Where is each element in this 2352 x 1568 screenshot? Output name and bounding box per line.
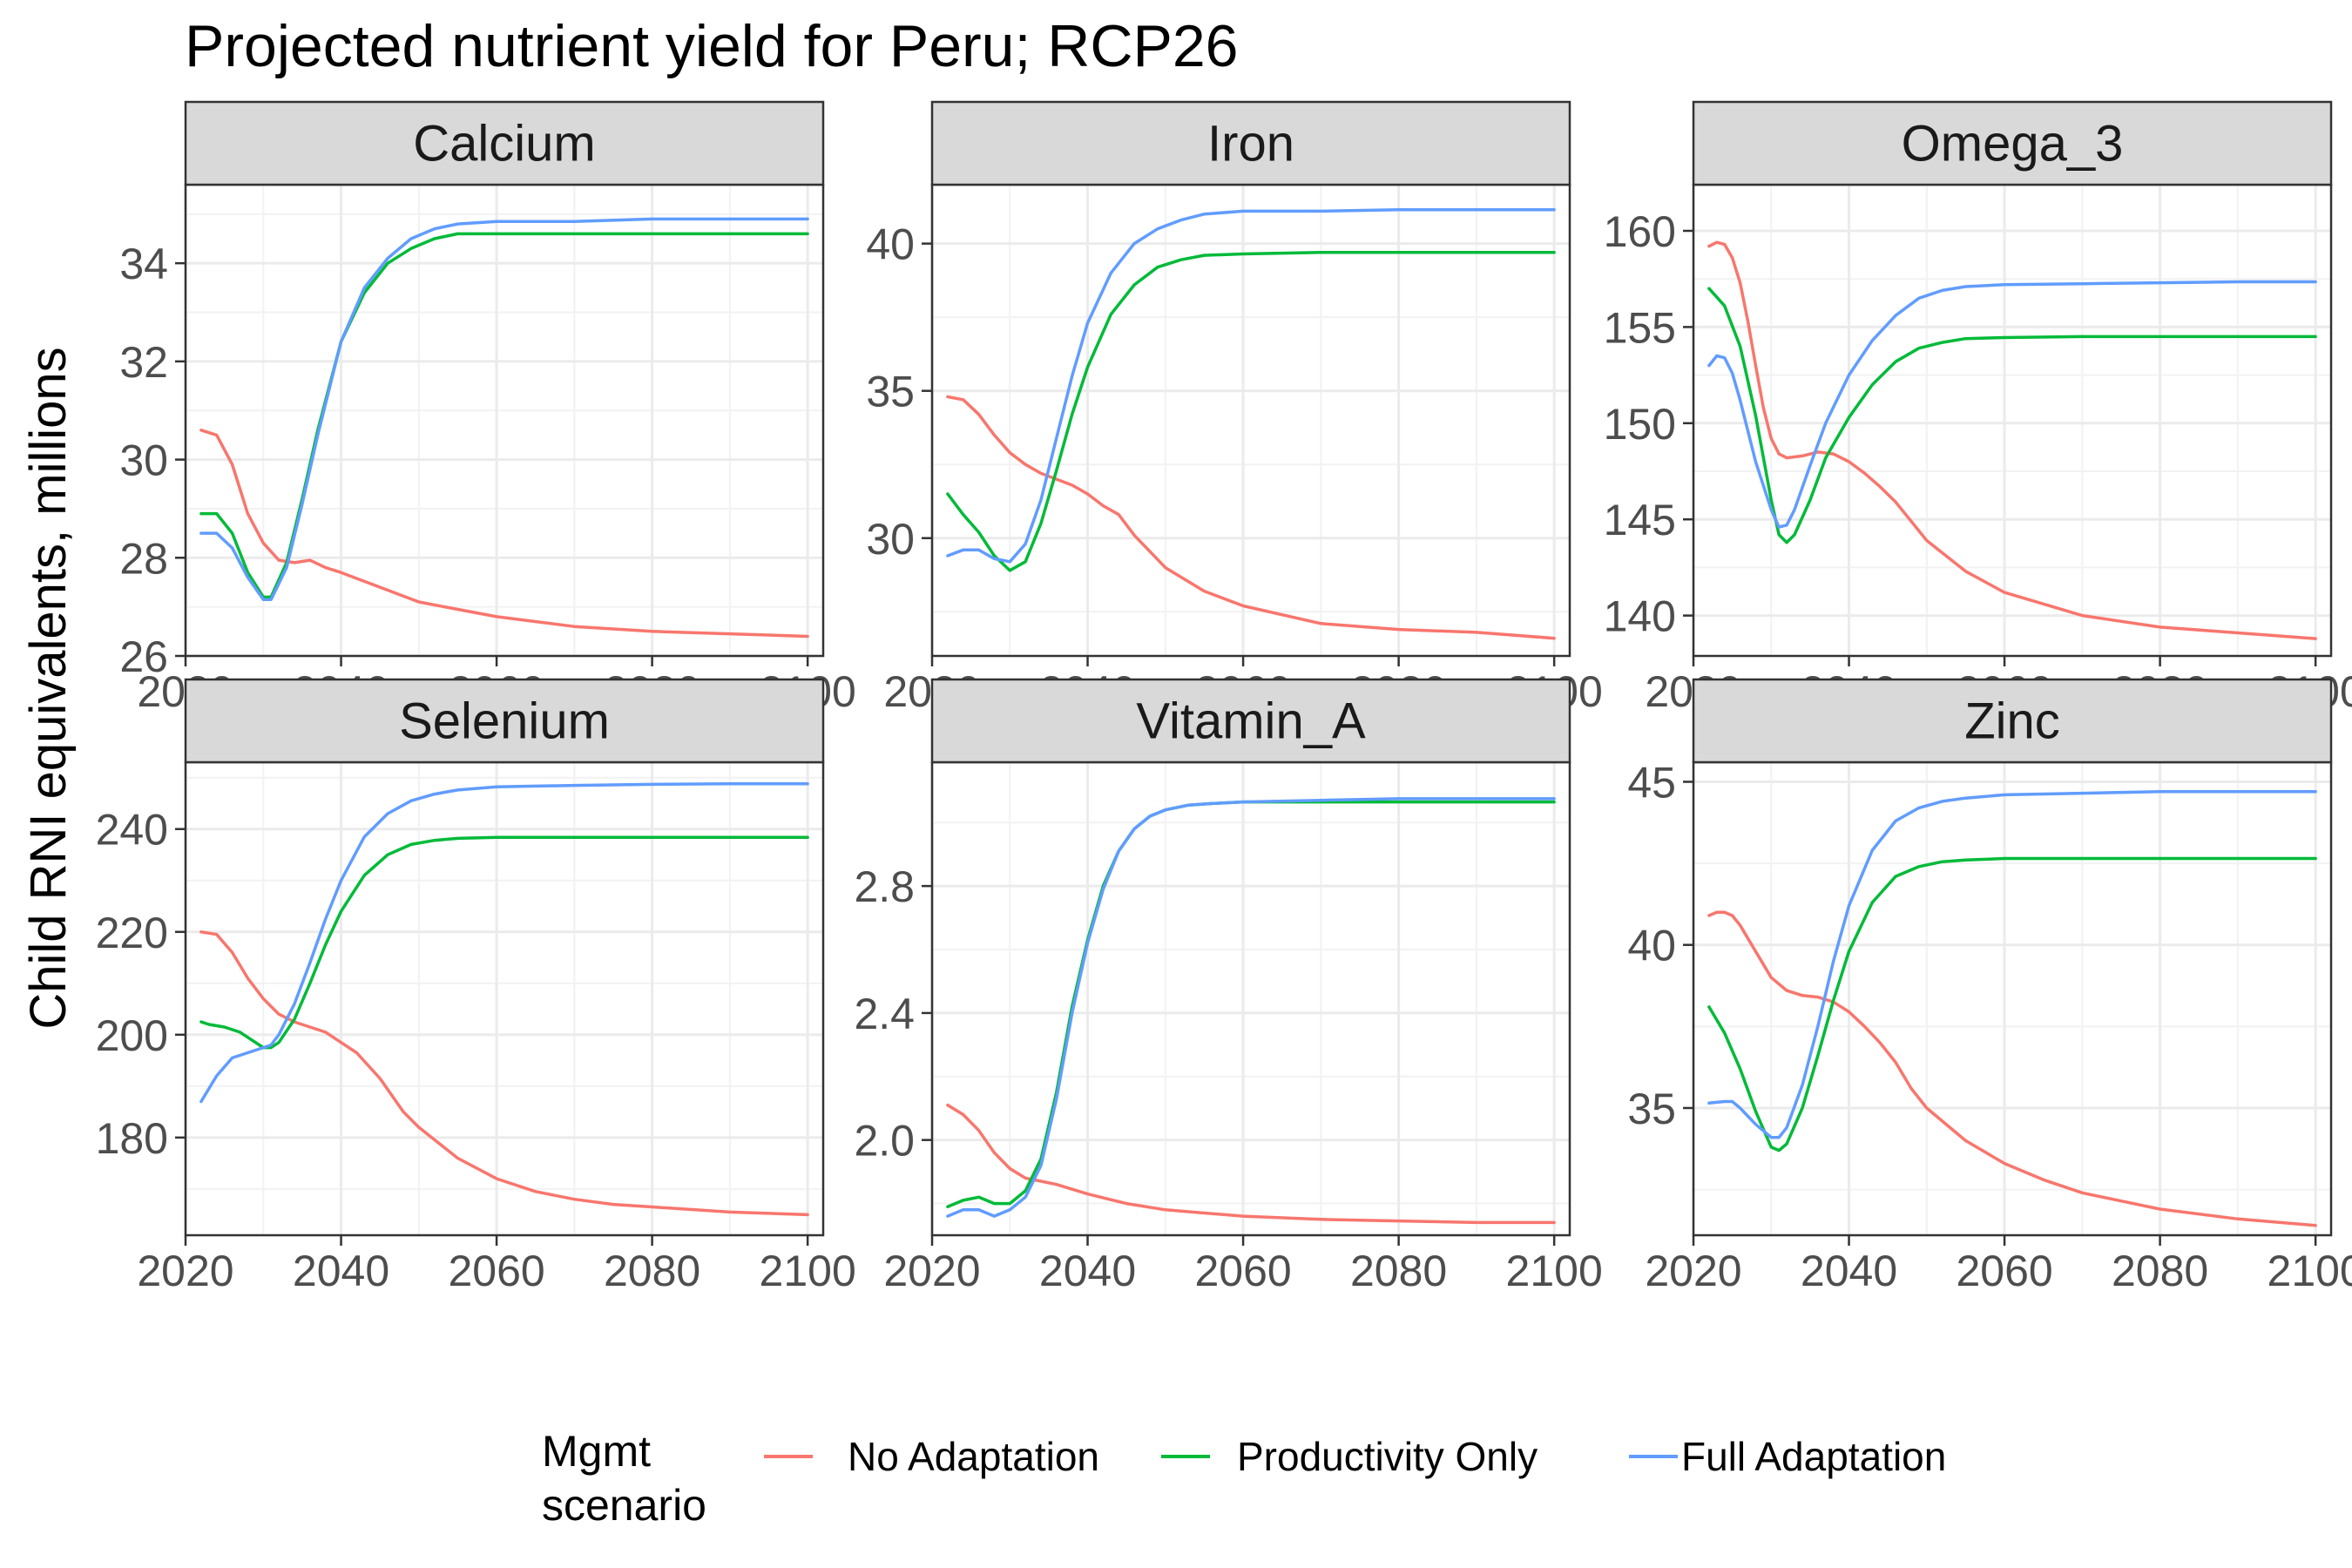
y-tick-label: 200	[96, 1011, 168, 1060]
x-tick-label: 2020	[883, 1247, 980, 1295]
series-line-full-adaptation	[199, 217, 809, 601]
y-tick-label: 40	[1627, 922, 1676, 970]
x-tick-label: 2080	[1350, 1247, 1447, 1295]
x-tick-label: 2060	[448, 1247, 544, 1295]
facet-strip	[930, 678, 1571, 764]
x-tick-label: 2100	[760, 1247, 856, 1295]
y-tick-label: 160	[1604, 207, 1676, 256]
series-line-no-adaptation	[1707, 240, 2317, 640]
x-tick-label: 2020	[1645, 1247, 1741, 1295]
facet-strip	[1692, 678, 2333, 764]
facet-strip-label: Selenium	[399, 693, 610, 750]
series-line-full-adaptation	[1707, 789, 2317, 1139]
y-tick-label: 45	[1627, 758, 1676, 807]
y-tick-label: 32	[119, 338, 168, 387]
x-tick-label: 2060	[1194, 1247, 1291, 1295]
series-line-no-adaptation	[199, 930, 809, 1217]
y-tick-label: 34	[119, 240, 168, 288]
series-line-no-adaptation	[946, 395, 1556, 640]
y-tick-label: 180	[96, 1114, 168, 1163]
y-tick-label: 26	[119, 632, 168, 681]
y-tick-label: 2.8	[854, 862, 915, 911]
plot-area	[932, 185, 1570, 656]
facet-strip	[184, 100, 825, 186]
series-line-full-adaptation	[199, 782, 809, 1104]
plot-area	[186, 762, 823, 1235]
series-line-full-adaptation	[946, 207, 1556, 564]
y-tick-label: 2.0	[854, 1117, 915, 1166]
y-tick-label: 220	[96, 909, 168, 957]
y-tick-label: 2.4	[854, 990, 915, 1038]
series-line-no-adaptation	[199, 429, 809, 639]
series-line-full-adaptation	[946, 797, 1556, 1218]
series-line-full-adaptation	[1707, 280, 2317, 529]
y-tick-label: 28	[119, 534, 168, 583]
legend-title-line-2: scenario	[542, 1481, 706, 1530]
series-line-productivity-only	[199, 835, 809, 1050]
x-tick-label: 2100	[1506, 1247, 1603, 1295]
y-tick-label: 240	[96, 806, 168, 855]
chart-title: Projected nutrient yield for Peru; RCP26	[185, 13, 1239, 79]
y-axis-title: Child RNI equivalents, millions	[20, 347, 77, 1029]
legend-title-line-1: Mgmt	[542, 1427, 651, 1476]
y-tick-label: 30	[866, 515, 915, 564]
panel-iron: Iron30354020202040206020802100	[866, 100, 1603, 716]
x-tick-label: 2060	[1956, 1247, 2052, 1295]
x-tick-label: 2080	[2112, 1247, 2208, 1295]
panel-vitamin-a: Vitamin_A 2.0 2.4 2.8 2020 2040 2060 2080 2100	[854, 678, 1603, 1295]
series-line-productivity-only	[1707, 856, 2317, 1152]
x-tick-label: 2100	[2268, 1247, 2352, 1295]
x-tick-label: 2020	[137, 1247, 233, 1295]
legend-label-no-adaptation: No Adaptation	[848, 1434, 1099, 1479]
facet-strip-label: Zinc	[1964, 693, 2060, 750]
y-tick-label: 35	[866, 368, 915, 416]
series-line-productivity-only	[1707, 287, 2317, 544]
panel-selenium: Selenium 180 200 220 240 2020 2040 2060 2080 2100	[96, 678, 856, 1295]
y-tick-label: 40	[866, 220, 915, 269]
y-tick-label: 155	[1604, 303, 1676, 352]
legend-label-productivity-only: Productivity Only	[1237, 1434, 1538, 1479]
x-tick-label: 2040	[293, 1247, 389, 1295]
y-tick-label: 150	[1604, 400, 1676, 449]
x-tick-label: 2040	[1039, 1247, 1136, 1295]
facet-strip-label: Vitamin_A	[1136, 693, 1366, 750]
facet-strip-label: Iron	[1207, 116, 1294, 172]
facet-strip-label: Calcium	[413, 116, 596, 172]
facet-strip	[1692, 100, 2333, 186]
plot-area	[1693, 762, 2331, 1235]
y-tick-label: 30	[119, 436, 168, 485]
y-tick-label: 140	[1604, 592, 1676, 641]
panel-calcium: Calcium262830323420202040206020802100	[119, 100, 856, 716]
facet-strip	[930, 100, 1571, 186]
plot-area	[932, 762, 1570, 1235]
facet-strip	[184, 678, 825, 764]
plot-area	[1693, 185, 2331, 656]
facet-strip-label: Omega_3	[1902, 116, 2124, 172]
y-tick-label: 145	[1604, 496, 1676, 544]
facet-panels: Calcium 26 28 30 32 34 2020 2040 2060 2080 2100 Iro…	[96, 100, 2352, 1295]
legend-label-full-adaptation: Full Adaptation	[1681, 1434, 1946, 1479]
plot-area	[186, 185, 823, 656]
x-tick-label: 2080	[604, 1247, 700, 1295]
panel-zinc: Zinc 35 40 45 2020 2040 2060 2080 2100	[1627, 678, 2352, 1295]
x-tick-label: 2040	[1801, 1247, 1897, 1295]
legend: Mgmt scenario No Adaptation Productivity…	[542, 1427, 1946, 1530]
y-tick-label: 35	[1627, 1085, 1676, 1133]
panel-omega-3: Omega_3140145150155160202020402060208021…	[1604, 100, 2352, 716]
series-line-no-adaptation	[946, 1103, 1556, 1225]
series-line-no-adaptation	[1707, 910, 2317, 1227]
